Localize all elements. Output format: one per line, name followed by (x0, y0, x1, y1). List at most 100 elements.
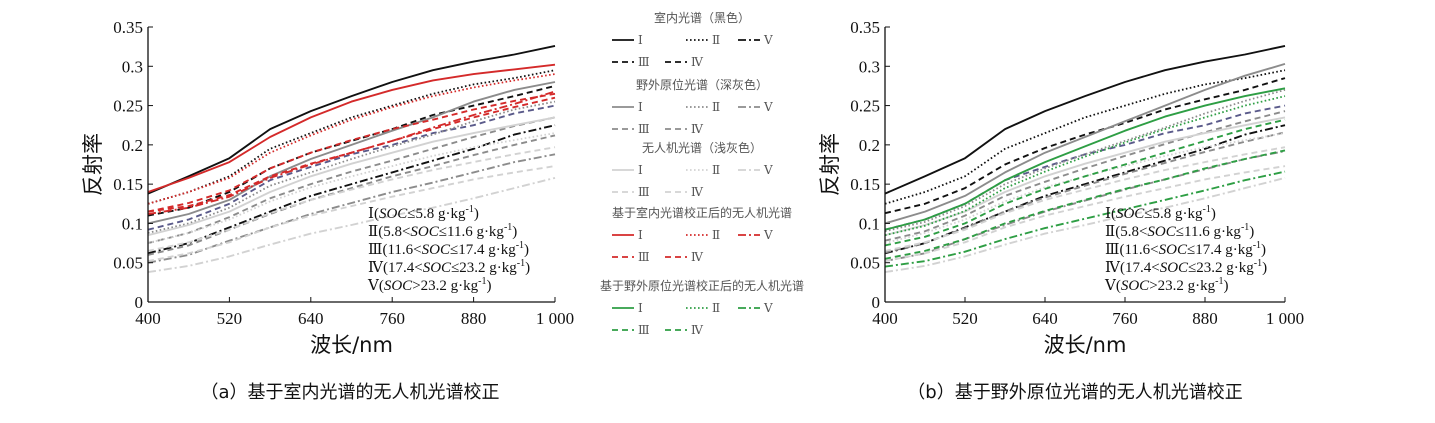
unit-exponent: -1 (516, 240, 524, 251)
series-line-0-10 (147, 116, 556, 237)
legend-class-label: Ⅴ (763, 301, 773, 315)
soc-class-numeral: Ⅲ (1105, 242, 1119, 258)
soc-class-label: Ⅳ(17.4<SOC≤23.2 g·kg-1) (1105, 258, 1267, 276)
x-tick-label: 1 000 (536, 309, 574, 328)
soc-class-suffix: ) (512, 224, 517, 240)
y-tick-label: 0.1 (122, 214, 143, 233)
soc-class-prefix: ( (1111, 206, 1116, 222)
soc-variable: SOC (384, 278, 413, 294)
unit-exponent: -1 (1203, 204, 1211, 215)
legend-class-label: Ⅲ (638, 185, 650, 199)
panel-b: 400 520 640 760 880 1 000 0 0.05 0.1 0.15 0.2 0.25 0… (818, 18, 1304, 357)
x-tick-label: 1 000 (1266, 309, 1304, 328)
series-line-1-7 (884, 110, 1286, 242)
soc-variable: SOC (379, 206, 408, 222)
y-axis-label: 反射率 (818, 133, 842, 196)
unit-exponent: -1 (1254, 258, 1262, 269)
unit-exponent: -1 (1253, 240, 1261, 251)
y-tick-label: 0.05 (113, 254, 143, 273)
series-line-0-4 (147, 124, 556, 255)
legend-class-label: Ⅱ (712, 33, 720, 47)
y-tick-label: 0.25 (113, 97, 143, 116)
legend: 室内光谱（黑色） Ⅰ Ⅱ Ⅴ Ⅲ Ⅳ 野外原位光谱（深灰色） Ⅰ Ⅱ Ⅴ Ⅲ Ⅳ 无人机光谱（浅灰色） Ⅰ… (600, 10, 804, 337)
soc-class-suffix: ) (1261, 242, 1266, 258)
series-line-1-8 (884, 131, 1286, 254)
soc-class-label: Ⅲ(11.6<SOC≤17.4 g·kg-1) (1105, 240, 1266, 258)
legend-group-title: 野外原位光谱（深灰色） (636, 77, 768, 92)
legend-class-label: Ⅰ (638, 301, 643, 315)
unit-exponent: -1 (517, 258, 525, 269)
series-line-1-3 (884, 104, 1286, 231)
soc-class-range: ≤23.2 g·kg (1188, 260, 1254, 276)
soc-variable: SOC (1159, 242, 1188, 258)
series-line-0-19 (147, 90, 556, 215)
soc-class-numeral: Ⅲ (368, 242, 382, 258)
x-tick-label: 400 (872, 309, 898, 328)
legend-class-label: Ⅲ (638, 55, 650, 69)
soc-class-prefix: (11.6< (1119, 242, 1158, 258)
soc-class-prefix: (11.6< (382, 242, 421, 258)
soc-class-prefix: ( (374, 206, 379, 222)
soc-class-numeral: Ⅳ (1105, 260, 1121, 276)
soc-class-suffix: ) (525, 260, 530, 276)
soc-class-range: ≤11.6 g·kg (439, 224, 505, 240)
legend-class-label: Ⅴ (763, 100, 773, 114)
soc-class-range: ≤17.4 g·kg (450, 242, 516, 258)
soc-variable: SOC (1121, 278, 1150, 294)
y-tick-label: 0.15 (850, 175, 880, 194)
x-tick-label: 760 (1112, 309, 1138, 328)
unit-exponent: -1 (478, 276, 486, 287)
soc-class-numeral: Ⅰ (1105, 206, 1111, 222)
soc-class-range: ≤11.6 g·kg (1176, 224, 1242, 240)
y-tick-label: 0.3 (122, 57, 143, 76)
x-tick-label: 880 (461, 309, 487, 328)
soc-class-numeral: Ⅰ (368, 206, 374, 222)
series-line-0-2 (147, 84, 556, 217)
y-tick-label: 0 (135, 293, 144, 312)
series-line-0-12 (147, 146, 556, 252)
series-line-1-9 (884, 150, 1286, 263)
legend-class-label: Ⅱ (712, 228, 720, 242)
y-tick-label: 0.35 (113, 18, 143, 37)
x-axis-label: 波长/nm (1044, 333, 1127, 357)
soc-class-numeral: Ⅴ (367, 278, 380, 294)
series-line-0-15 (147, 63, 556, 193)
series-line-0-14 (147, 176, 556, 274)
soc-class-label: Ⅰ(SOC≤5.8 g·kg-1) (368, 204, 479, 222)
soc-class-suffix: ) (524, 242, 529, 258)
unit-exponent: -1 (1215, 276, 1223, 287)
legend-class-label: Ⅱ (712, 100, 720, 114)
y-tick-label: 0.35 (850, 18, 880, 37)
series-line-1-5 (884, 62, 1286, 225)
series-line-0-6 (147, 100, 556, 234)
soc-class-suffix: ) (474, 206, 479, 222)
series-line-0-9 (147, 153, 556, 264)
soc-class-numeral: Ⅱ (1105, 224, 1115, 240)
x-tick-label: 640 (1032, 309, 1058, 328)
soc-class-label: Ⅱ(5.8<SOC≤11.6 g·kg-1) (1105, 222, 1254, 240)
soc-class-prefix: ( (1116, 278, 1121, 294)
soc-class-numeral: Ⅱ (368, 224, 378, 240)
series-line-1-13 (884, 165, 1286, 263)
y-tick-label: 0.2 (122, 136, 143, 155)
legend-class-label: Ⅳ (691, 185, 704, 199)
soc-class-suffix: ) (1262, 260, 1267, 276)
y-axis-label: 反射率 (81, 133, 105, 196)
series-line-0-13 (147, 165, 556, 263)
series-line-1-4 (884, 124, 1286, 255)
y-tick-label: 0.05 (850, 254, 880, 273)
legend-class-label: Ⅲ (638, 122, 650, 136)
legend-group-title: 基于野外原位光谱校正后的无人机光谱 (600, 278, 804, 293)
series-line-1-17 (884, 118, 1286, 247)
series-line-0-18 (147, 96, 556, 213)
series-line-1-14 (884, 176, 1286, 274)
series-line-1-15 (884, 87, 1286, 231)
x-tick-label: 880 (1192, 309, 1218, 328)
series-line-1-16 (884, 95, 1286, 237)
soc-variable: SOC (1147, 224, 1176, 240)
panel-a: 400 520 640 760 880 1 000 0 0.05 0.1 0.15 0.2 0.25 0… (81, 18, 574, 357)
soc-class-range: >23.2 g·kg (412, 278, 478, 294)
soc-class-prefix: (17.4< (383, 260, 423, 276)
y-tick-label: 0.3 (859, 57, 880, 76)
